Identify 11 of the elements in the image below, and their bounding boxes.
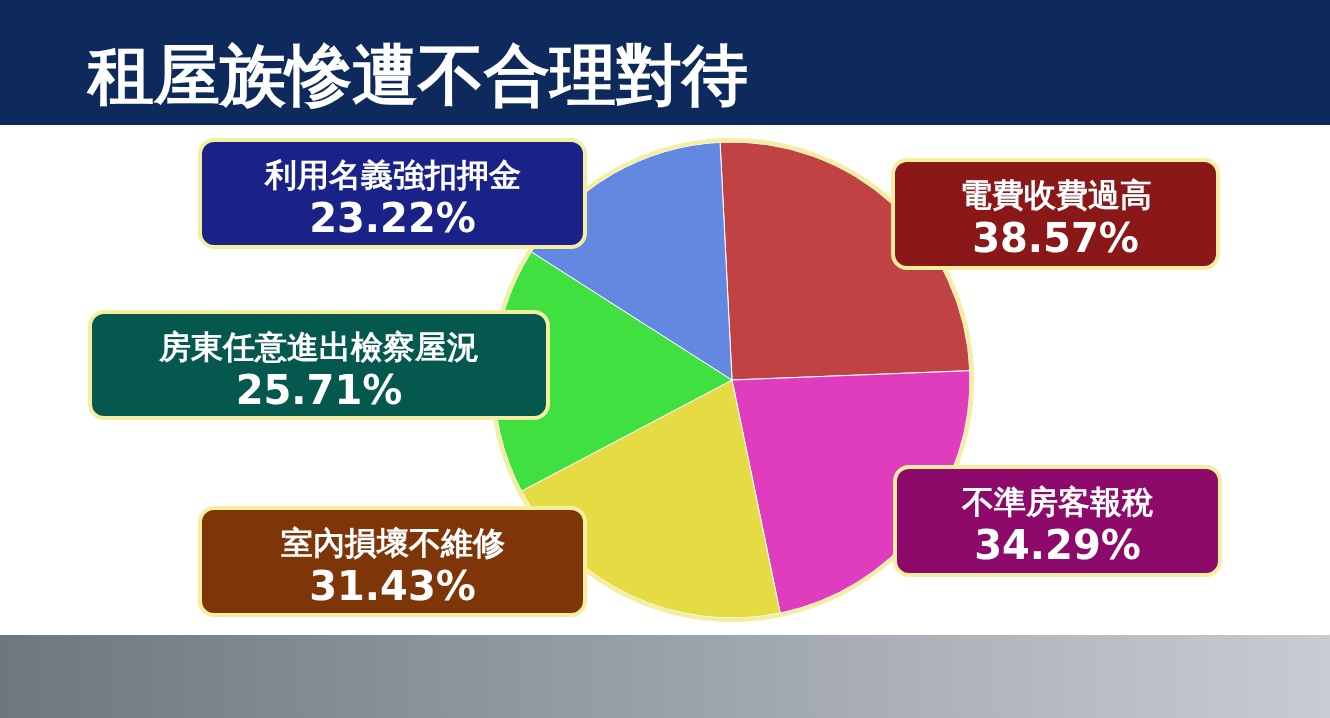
data-label: 38.57% <box>972 215 1139 261</box>
slice-label: 不準房客報稅 <box>960 483 1154 521</box>
data-label: 31.43% <box>309 563 476 609</box>
data-label: 25.71% <box>235 367 403 413</box>
slice-label: 電費收費過高 <box>959 176 1152 214</box>
data-label: 23.22% <box>309 195 476 241</box>
data-label: 34.29% <box>974 522 1141 568</box>
slice-label: 室內損壞不維修 <box>280 524 505 562</box>
slice-label: 利用名義強扣押金 <box>262 156 521 194</box>
slice-label: 房東任意進出檢察屋況 <box>158 328 479 366</box>
chart-title: 租屋族慘遭不合理對待 <box>86 37 748 114</box>
